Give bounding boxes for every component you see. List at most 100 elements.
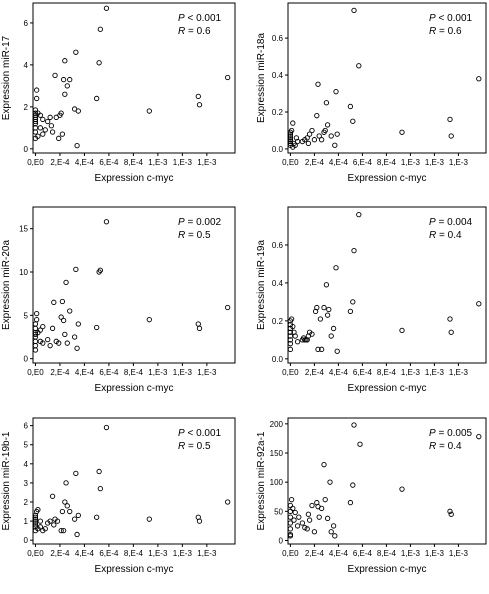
scatter-panel-5: 0 1 2 3 4 5 6 0,E0 2,E-4 4,E-4 6,E-4 8,E-4 1,E-3 1,E-… [1,417,236,575]
data-point [334,131,340,137]
data-point [52,72,58,79]
r-value-annotation: R = 0.4 [429,230,462,241]
data-point [37,518,43,524]
data-point [103,219,110,225]
y-tick-label: 6 [24,19,29,28]
x-tick-label: 2,E-4 [305,549,325,558]
data-point [60,317,67,324]
y-tick-label: 0 [24,145,29,154]
data-point [37,327,43,333]
x-tick-label: 8,E-4 [377,158,397,167]
data-point [399,129,405,135]
data-point [32,516,39,522]
data-point [330,325,337,332]
data-point [75,321,81,327]
data-point [447,508,453,514]
x-tick-label: 0,E0 [27,158,44,167]
data-point [448,329,454,335]
data-point [330,523,337,529]
data-point [59,298,66,305]
data-point [94,324,100,331]
y-tick-label: 5 [24,311,29,320]
scatter-panel-3: 0 5 10 15 0,E0 2,E-4 4,E-4 6,E-4 8,E-4 1,E-3 1,E-3… [1,206,236,394]
data-point [32,520,39,526]
data-point [60,76,67,83]
data-point [287,337,294,343]
data-point [328,529,334,535]
r-value: = 0.6 [436,26,462,37]
data-point [32,514,39,520]
data-point [42,127,48,133]
x-tick-label: 2,E-4 [305,368,325,377]
data-point [34,317,40,323]
data-point [333,89,339,95]
x-tick-label: 8,E-4 [124,549,144,558]
data-point [287,329,294,335]
r-value-annotation: R = 0.4 [429,441,462,452]
x-tick-label: 4,E-4 [329,158,349,167]
data-point [314,113,320,119]
data-point [309,502,315,509]
data-point [96,468,102,475]
x-tick-label: 8,E-4 [124,368,144,377]
data-point [347,499,354,506]
r-symbol: R [429,230,436,241]
data-point [49,129,56,135]
scatter-panel-1: 0 2 4 6 0,E0 2,E-4 4,E-4 6,E-4 8,E-4 1,E-3 1,E-3 1,… [1,2,236,184]
y-axis-label: Expression miR-19a [256,240,267,330]
data-point [317,316,324,322]
data-point [304,135,310,141]
p-symbol: P [178,217,185,228]
x-axis-label: Expression c-myc [95,173,174,184]
y-axis-label: Expression miR-92a-1 [256,431,267,530]
x-tick-label: 8,E-4 [124,158,144,167]
data-point [328,133,334,139]
r-value: = 0.5 [185,441,211,452]
data-point [324,312,331,318]
y-tick-label: 50 [274,507,283,516]
data-point [73,470,79,477]
data-point [328,333,334,339]
x-tick-label: 1,E-3 [197,158,217,167]
data-point [315,346,321,352]
r-value-annotation: R = 0.5 [178,230,211,241]
x-axis-label: Expression c-myc [95,383,174,394]
data-point [34,87,40,93]
x-tick-label: 1,E-3 [197,549,217,558]
data-point [476,301,482,307]
x-tick-label: 0,E0 [27,549,44,558]
data-point [67,76,73,83]
data-point [103,5,110,11]
data-point [315,81,321,87]
y-tick-label: 3 [24,479,29,488]
x-tick-label: 1,E-3 [449,368,469,377]
data-point [47,518,53,524]
x-tick-label: 4,E-4 [75,549,95,558]
y-tick-label: 2 [24,498,29,507]
x-tick-label: 2,E-4 [50,368,70,377]
p-symbol: P [429,13,436,24]
data-point [287,514,294,520]
data-point [196,325,203,331]
y-tick-label: 15 [19,225,28,234]
x-tick-label: 1,E-3 [401,368,421,377]
data-point [32,129,39,135]
x-tick-label: 1,E-3 [401,158,421,167]
x-tick-label: 2,E-4 [50,549,70,558]
data-point [447,116,453,123]
data-point [322,497,328,503]
data-point [332,533,338,539]
data-point [195,321,201,327]
y-tick-label: 0.4 [272,71,284,80]
data-point [62,499,68,505]
data-point [323,282,330,288]
data-point [287,135,294,141]
data-point [287,133,294,139]
data-point [476,76,482,82]
data-point [351,422,357,428]
data-point [288,127,295,134]
data-point [287,533,294,539]
data-point [34,310,40,317]
data-point [357,441,363,447]
x-tick-label: 1,E-3 [449,549,469,558]
